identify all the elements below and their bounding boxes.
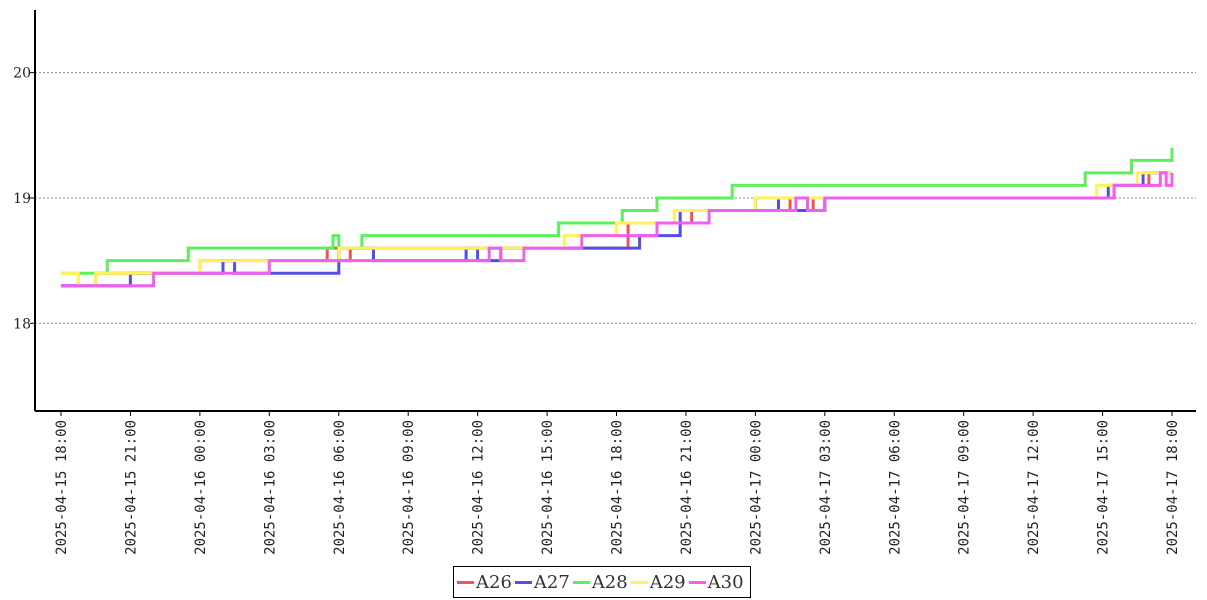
x-ticks: 2025-04-15 18:00 2025-04-15 21:00 2025-04-… bbox=[54, 411, 1181, 555]
legend: A26 A27 A28 A29 A30 bbox=[453, 566, 751, 598]
legend-item-a26: A26 bbox=[457, 572, 512, 593]
x-tick-label: 2025-04-17 06:00 bbox=[887, 420, 903, 555]
y-tick-label: 18 bbox=[13, 316, 31, 332]
legend-item-a29: A29 bbox=[630, 571, 686, 593]
series-line-a28 bbox=[61, 147, 1174, 275]
y-tick-label: 19 bbox=[13, 191, 31, 207]
legend-swatch bbox=[630, 580, 648, 584]
legend-swatch bbox=[688, 580, 706, 584]
legend-swatch bbox=[457, 580, 474, 584]
series-line-a29 bbox=[61, 171, 1172, 288]
legend-label: A26 bbox=[476, 571, 512, 593]
legend-label: A29 bbox=[649, 571, 686, 593]
x-tick-label: 2025-04-16 12:00 bbox=[471, 420, 487, 555]
x-tick-label: 2025-04-17 09:00 bbox=[957, 420, 973, 555]
legend-swatch bbox=[572, 580, 590, 584]
x-tick-label: 2025-04-16 18:00 bbox=[610, 420, 626, 555]
x-tick-label: 2025-04-17 03:00 bbox=[818, 420, 834, 555]
x-tick-label: 2025-04-17 00:00 bbox=[748, 420, 764, 555]
x-tick-label: 2025-04-17 12:00 bbox=[1026, 420, 1042, 555]
y-ticks: 18 19 20 bbox=[13, 66, 35, 332]
series-layer bbox=[61, 147, 1174, 288]
legend-item-a28: A28 bbox=[572, 571, 628, 593]
x-tick-label: 2025-04-16 09:00 bbox=[401, 420, 417, 555]
x-tick-label: 2025-04-16 15:00 bbox=[540, 420, 556, 555]
legend-item-a30: A30 bbox=[688, 571, 744, 593]
legend-item-a27: A27 bbox=[514, 571, 570, 593]
legend-swatch bbox=[514, 580, 532, 584]
x-tick-label: 2025-04-16 21:00 bbox=[679, 420, 695, 555]
x-tick-label: 2025-04-17 18:00 bbox=[1165, 420, 1181, 555]
series-line-a30 bbox=[61, 171, 1174, 288]
y-tick-label: 20 bbox=[13, 66, 31, 82]
grid-lines bbox=[35, 72, 1196, 324]
x-tick-label: 2025-04-16 00:00 bbox=[193, 420, 209, 555]
x-tick-label: 2025-04-17 15:00 bbox=[1096, 420, 1112, 555]
axes bbox=[34, 10, 1196, 412]
x-tick-label: 2025-04-15 21:00 bbox=[123, 420, 139, 555]
x-tick-label: 2025-04-15 18:00 bbox=[54, 420, 70, 555]
x-tick-label: 2025-04-16 06:00 bbox=[332, 420, 348, 555]
x-tick-label: 2025-04-16 03:00 bbox=[262, 420, 278, 555]
legend-label: A30 bbox=[707, 571, 744, 593]
legend-label: A27 bbox=[533, 571, 570, 593]
legend-label: A28 bbox=[591, 571, 628, 593]
